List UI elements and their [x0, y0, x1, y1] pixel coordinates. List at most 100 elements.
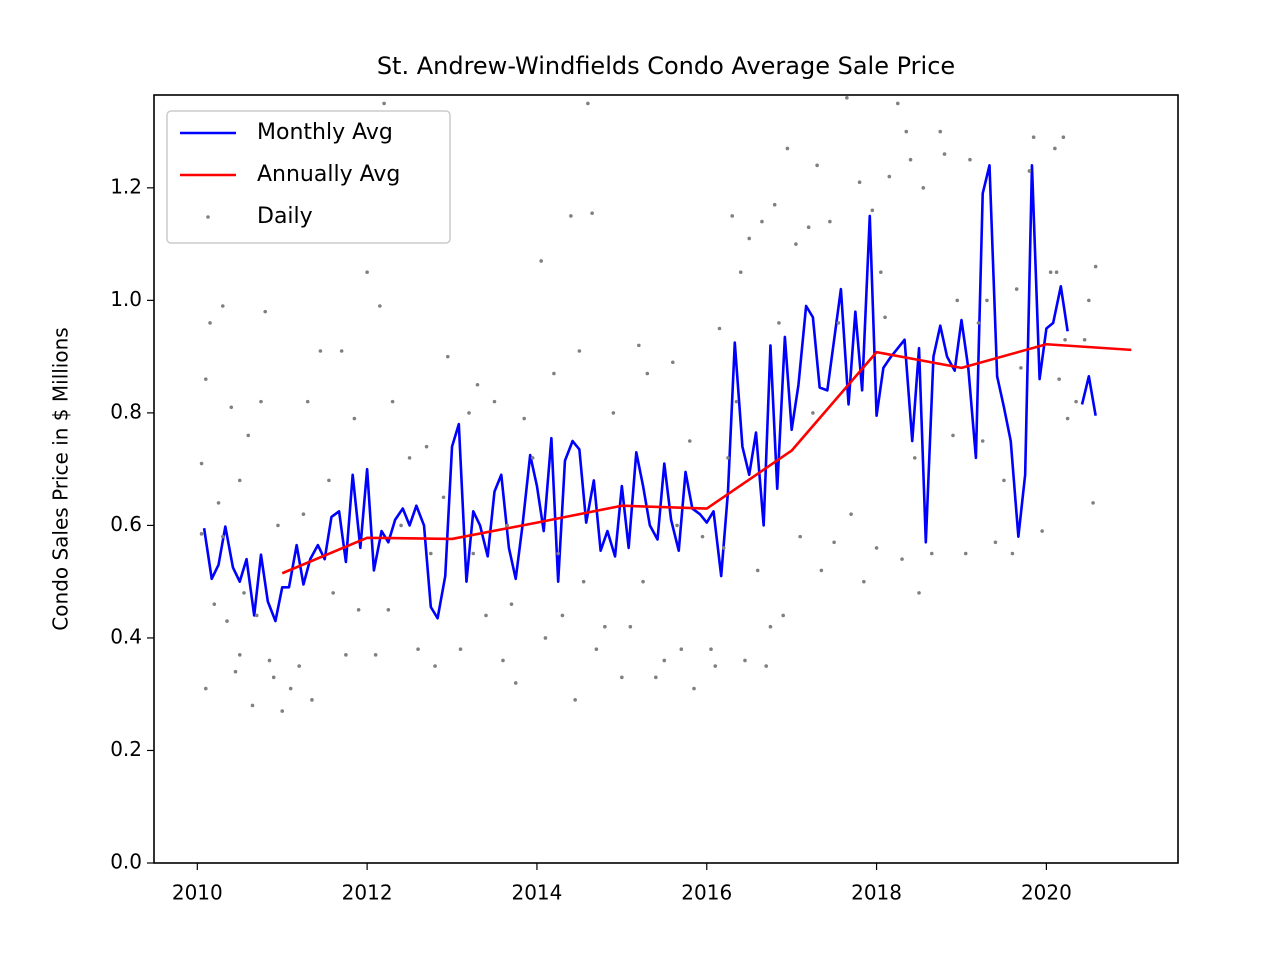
daily-point [738, 270, 743, 275]
daily-point [484, 613, 488, 618]
daily-point [386, 608, 391, 612]
daily-point [904, 129, 909, 134]
legend-swatch [206, 215, 210, 219]
daily-point [908, 157, 913, 162]
daily-point [505, 523, 510, 528]
y-tick-label: 1.2 [110, 174, 142, 198]
daily-point [670, 360, 675, 365]
daily-point [857, 180, 862, 185]
daily-point [577, 349, 582, 353]
daily-point [1048, 270, 1053, 275]
daily-point [530, 456, 535, 460]
daily-point [743, 658, 747, 663]
daily-point [318, 349, 323, 353]
daily-point [237, 478, 242, 483]
daily-point [679, 647, 684, 651]
daily-point [594, 647, 599, 651]
daily-point [811, 411, 815, 415]
daily-point [963, 551, 968, 556]
daily-point [560, 613, 565, 618]
series-line [281, 342, 1132, 575]
daily-point [246, 433, 251, 438]
daily-point [208, 321, 212, 325]
daily-point [373, 653, 378, 657]
daily-point [700, 534, 705, 539]
daily-point [327, 478, 331, 483]
daily-point [1087, 298, 1091, 303]
daily-point [819, 568, 824, 573]
daily-point [845, 96, 849, 100]
daily-point [1082, 337, 1087, 342]
daily-point [620, 675, 624, 680]
daily-point [1093, 264, 1098, 269]
daily-point [233, 669, 238, 674]
daily-point [781, 613, 785, 618]
daily-point [586, 101, 590, 106]
daily-point [242, 591, 246, 595]
daily-point [301, 512, 306, 516]
y-tick-label: 0.4 [110, 624, 142, 648]
daily-point [390, 399, 395, 404]
daily-point [1019, 366, 1023, 370]
daily-point [344, 653, 348, 657]
daily-point [709, 647, 713, 651]
daily-point [993, 540, 998, 545]
daily-point [717, 326, 722, 331]
daily-point [267, 658, 272, 663]
daily-point [199, 532, 204, 536]
y-axis-label: Condo Sales Price in $ Millions [49, 327, 73, 630]
x-tick-label: 2014 [511, 881, 562, 905]
daily-point [1002, 478, 1006, 483]
daily-point [777, 321, 781, 325]
daily-point [1057, 377, 1061, 381]
daily-point [912, 456, 917, 460]
daily-point [785, 146, 790, 151]
daily-point [654, 675, 658, 680]
daily-point [980, 439, 985, 443]
daily-point [501, 658, 505, 663]
x-tick-label: 2010 [172, 881, 223, 905]
daily-point [254, 613, 259, 618]
y-tick-label: 0.2 [110, 737, 142, 761]
daily-point [288, 686, 293, 691]
daily-point [203, 377, 208, 381]
daily-point [237, 653, 242, 657]
daily-point [921, 186, 926, 190]
daily-point [543, 636, 548, 640]
x-tick-label: 2012 [342, 881, 393, 905]
daily-point [212, 602, 217, 606]
daily-point [1091, 501, 1095, 505]
daily-point [259, 399, 263, 404]
daily-point [900, 557, 904, 561]
daily-point [951, 433, 955, 438]
daily-point [755, 568, 760, 573]
daily-point [433, 664, 437, 668]
daily-point [798, 534, 802, 539]
daily-point [713, 664, 718, 668]
x-tick-label: 2018 [851, 881, 902, 905]
daily-point [832, 540, 836, 545]
daily-point [352, 416, 357, 421]
chart-title: St. Andrew-Windfields Condo Average Sale… [377, 52, 955, 80]
daily-point [637, 343, 641, 348]
daily-point [492, 399, 497, 404]
daily-point [772, 202, 777, 207]
daily-point [968, 157, 972, 162]
daily-point [734, 399, 739, 404]
daily-point [1031, 135, 1036, 139]
daily-point [569, 214, 573, 218]
daily-point [310, 698, 314, 702]
daily-point [445, 354, 450, 359]
daily-point [938, 129, 943, 134]
daily-point [203, 686, 208, 691]
daily-point [475, 382, 480, 387]
daily-point [976, 321, 981, 325]
daily-point [229, 405, 234, 410]
daily-point [339, 349, 344, 353]
y-tick-label: 0.0 [110, 850, 142, 874]
daily-point [513, 681, 518, 685]
daily-point [815, 163, 819, 168]
daily-point [862, 579, 866, 584]
daily-point [305, 399, 310, 404]
